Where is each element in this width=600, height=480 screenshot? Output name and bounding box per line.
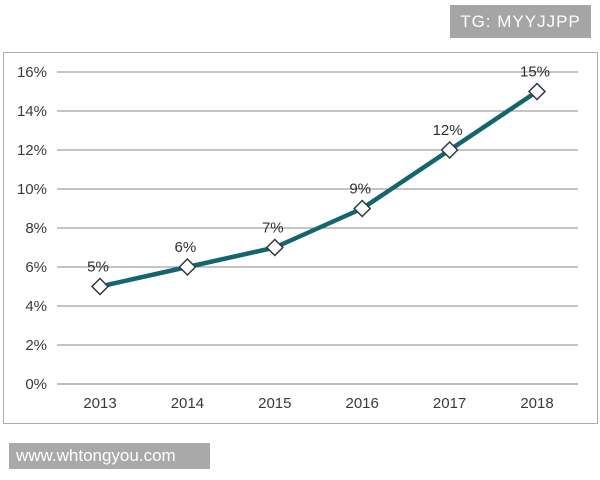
data-line xyxy=(97,89,540,289)
tg-watermark-badge: TG: MYYJJPP xyxy=(450,5,591,38)
site-watermark: www.whtongyou.com xyxy=(9,443,210,469)
data-point-marker xyxy=(90,277,110,296)
line-chart: 0% 2% 4% 6% 8% 10% 12% 14% 16% 2013 2014 2015 2016 20… xyxy=(17,64,578,412)
y-axis-tick-label: 10% xyxy=(17,181,47,198)
data-point-label: 5% xyxy=(87,259,109,276)
y-axis-tick-label: 0% xyxy=(25,376,47,393)
data-point-label: 9% xyxy=(349,181,371,198)
y-axis-tick-label: 14% xyxy=(17,103,47,120)
y-axis-tick-label: 16% xyxy=(17,64,47,81)
y-axis-tick-label: 2% xyxy=(25,337,47,354)
data-point-label: 12% xyxy=(433,122,463,139)
chart-frame: 0% 2% 4% 6% 8% 10% 12% 14% 16% 2013 2014 2015 2016 20… xyxy=(3,52,598,424)
data-point-label: 6% xyxy=(175,239,197,256)
data-point-marker xyxy=(265,238,284,257)
x-axis-tick-label: 2018 xyxy=(520,395,553,412)
data-point-label: 15% xyxy=(520,64,550,81)
data-point-marker xyxy=(527,82,547,101)
x-axis-tick-label: 2014 xyxy=(171,395,204,412)
data-point-label: 7% xyxy=(262,220,284,237)
data-point-marker xyxy=(178,257,197,277)
y-axis-tick-label: 12% xyxy=(17,142,47,159)
x-axis-tick-label: 2017 xyxy=(433,395,466,412)
data-point-marker xyxy=(353,199,372,218)
y-axis-tick-label: 6% xyxy=(25,259,47,276)
y-axis-tick-label: 8% xyxy=(25,220,47,237)
data-point-marker xyxy=(440,140,459,160)
x-axis-tick-label: 2013 xyxy=(83,395,116,412)
y-axis-tick-label: 4% xyxy=(25,298,47,315)
x-axis-tick-label: 2015 xyxy=(258,395,291,412)
x-axis-tick-label: 2016 xyxy=(346,395,379,412)
